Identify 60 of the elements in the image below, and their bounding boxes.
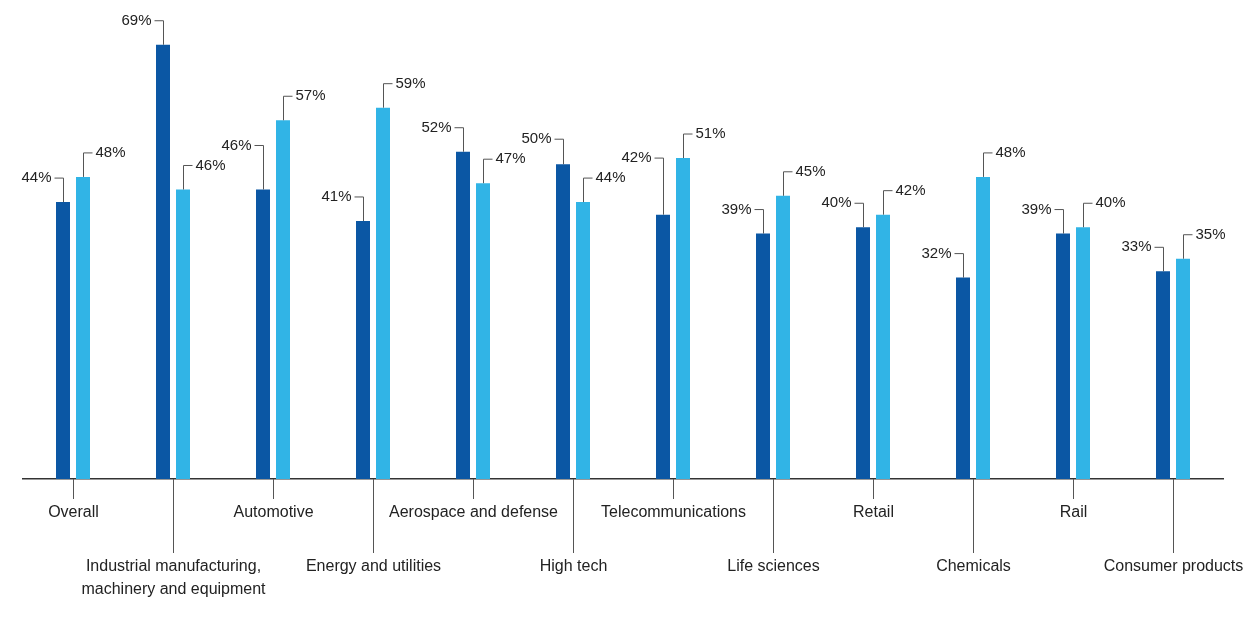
data-label: 42% bbox=[621, 148, 652, 166]
data-label: 51% bbox=[695, 124, 726, 142]
x-tick-label: Aerospace and defense bbox=[388, 503, 559, 521]
bar bbox=[376, 107, 390, 479]
bar bbox=[1176, 258, 1190, 479]
x-tick-label: Overall bbox=[48, 503, 99, 521]
bar bbox=[456, 151, 470, 479]
data-label: 42% bbox=[895, 180, 926, 198]
data-label: 52% bbox=[421, 117, 452, 135]
data-label: 48% bbox=[995, 143, 1026, 161]
bar bbox=[776, 195, 790, 479]
data-label: 35% bbox=[1195, 224, 1226, 242]
data-label: 33% bbox=[1121, 237, 1152, 255]
data-label: 57% bbox=[295, 86, 326, 104]
bar bbox=[756, 233, 770, 479]
bar bbox=[1056, 233, 1070, 479]
bar bbox=[476, 183, 490, 479]
x-tick-label: Retail bbox=[853, 503, 894, 521]
data-label: 41% bbox=[321, 187, 352, 205]
x-tick-label: High tech bbox=[539, 557, 608, 575]
data-label: 69% bbox=[121, 10, 152, 28]
bar bbox=[356, 220, 370, 479]
bar bbox=[556, 164, 570, 479]
bar bbox=[856, 227, 870, 479]
bar bbox=[256, 189, 270, 479]
data-label: 39% bbox=[721, 199, 752, 217]
bar bbox=[656, 214, 670, 479]
data-label: 39% bbox=[1021, 199, 1052, 217]
data-label: 59% bbox=[395, 73, 426, 91]
data-label: 50% bbox=[521, 129, 552, 147]
x-tick-label: Automotive bbox=[233, 503, 314, 521]
bar bbox=[576, 202, 590, 479]
x-tick-label: Telecommunications bbox=[601, 503, 746, 521]
bar bbox=[1076, 227, 1090, 479]
data-label: 47% bbox=[495, 149, 526, 167]
x-tick-label: Consumer products bbox=[1103, 557, 1244, 575]
data-label: 45% bbox=[795, 161, 826, 179]
x-tick-label: Rail bbox=[1059, 503, 1088, 521]
bar bbox=[976, 176, 990, 479]
x-tick-label: Industrial manufacturing, machinery and equipment bbox=[81, 557, 267, 598]
data-label: 44% bbox=[21, 168, 52, 186]
data-label: 40% bbox=[821, 193, 852, 211]
x-tick-label: Life sciences bbox=[727, 557, 820, 575]
bar bbox=[956, 277, 970, 479]
data-label: 40% bbox=[1095, 193, 1126, 211]
bar bbox=[156, 44, 170, 479]
bar bbox=[1156, 271, 1170, 479]
bar bbox=[876, 214, 890, 479]
bar bbox=[56, 202, 70, 479]
x-tick-label: Energy and utilities bbox=[305, 557, 442, 575]
data-label: 46% bbox=[195, 155, 226, 173]
data-label: 32% bbox=[921, 243, 952, 261]
bar bbox=[676, 158, 690, 479]
bar bbox=[276, 120, 290, 479]
bar bbox=[76, 176, 90, 479]
data-label: 46% bbox=[221, 135, 252, 153]
bar bbox=[176, 189, 190, 479]
data-label: 44% bbox=[595, 168, 626, 186]
data-label: 48% bbox=[95, 143, 126, 161]
x-tick-label: Chemicals bbox=[936, 557, 1011, 575]
